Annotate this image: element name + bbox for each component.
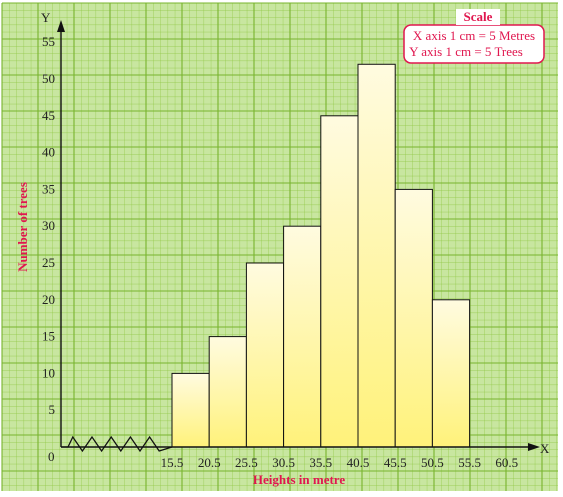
x-tick-label: 50.5 <box>421 455 444 470</box>
y-axis-letter: Y <box>41 10 51 25</box>
x-tick-label: 40.5 <box>347 455 370 470</box>
histogram-bar <box>208 336 247 448</box>
scale-box: Scale X axis 1 cm = 5 Metres Y axis 1 cm… <box>403 9 545 64</box>
x-axis-break <box>61 435 173 453</box>
histogram-bars <box>171 63 471 448</box>
y-axis-title: Number of trees <box>15 182 30 272</box>
y-tick-label: 25 <box>42 255 55 270</box>
histogram-bar <box>245 262 285 448</box>
x-axis-arrow <box>528 443 540 451</box>
x-tick-label: 20.5 <box>198 455 221 470</box>
x-tick-label: 15.5 <box>161 455 184 470</box>
y-tick-label: 10 <box>42 365 55 380</box>
x-axis-title: Heights in metre <box>253 472 345 487</box>
histogram-bar <box>171 372 210 448</box>
y-tick-label: 30 <box>42 218 55 233</box>
histogram-bar <box>283 225 322 448</box>
y-tick-label: 15 <box>42 329 55 344</box>
histogram-bar <box>394 188 433 448</box>
origin-label: 0 <box>48 449 55 464</box>
x-axis-letter: X <box>540 441 550 456</box>
x-tick-label: 30.5 <box>272 455 295 470</box>
y-tick-label: 35 <box>42 181 55 196</box>
axes <box>57 20 540 453</box>
y-axis-arrow <box>57 20 65 32</box>
x-tick-label: 55.5 <box>458 455 481 470</box>
histogram-bar <box>320 115 359 448</box>
y-tick-label: 5 <box>49 402 56 417</box>
tick-labels: 5 10 15 20 25 30 35 40 45 50 55 15.5 20.5 25.5 30.5 35.… <box>42 34 518 470</box>
scale-title: Scale <box>464 9 493 24</box>
y-tick-label: 40 <box>42 145 55 160</box>
scale-line-y: Y axis 1 cm = 5 Trees <box>409 44 523 59</box>
scale-line-x: X axis 1 cm = 5 Metres <box>413 28 535 43</box>
x-tick-label: 35.5 <box>309 455 332 470</box>
y-tick-label: 20 <box>42 292 55 307</box>
histogram-bar <box>357 63 396 448</box>
y-tick-label: 45 <box>42 108 55 123</box>
y-tick-label: 50 <box>42 71 55 86</box>
scale-title-backdrop <box>456 9 500 25</box>
y-tick-label: 55 <box>42 34 55 49</box>
x-tick-label: 60.5 <box>495 455 518 470</box>
x-tick-label: 25.5 <box>235 455 258 470</box>
histogram-bar <box>431 299 471 448</box>
x-tick-label: 45.5 <box>384 455 407 470</box>
